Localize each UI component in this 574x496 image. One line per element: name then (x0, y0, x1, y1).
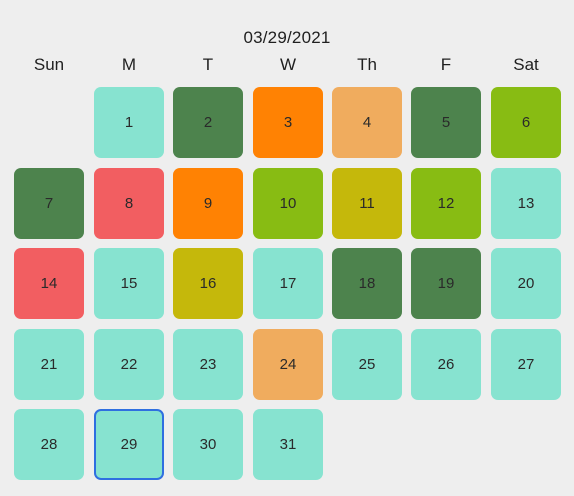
calendar-day-12[interactable]: 12 (411, 168, 481, 239)
calendar-day-21[interactable]: 21 (14, 329, 84, 400)
calendar-day-31[interactable]: 31 (253, 409, 323, 480)
calendar-day-2[interactable]: 2 (173, 87, 243, 158)
calendar-day-4[interactable]: 4 (332, 87, 402, 158)
calendar-day-22[interactable]: 22 (94, 329, 164, 400)
calendar-day-9[interactable]: 9 (173, 168, 243, 239)
calendar-day-26[interactable]: 26 (411, 329, 481, 400)
calendar-day-30[interactable]: 30 (173, 409, 243, 480)
calendar-day-15[interactable]: 15 (94, 248, 164, 319)
calendar-day-3[interactable]: 3 (253, 87, 323, 158)
calendar-day-7[interactable]: 7 (14, 168, 84, 239)
calendar-day-6[interactable]: 6 (491, 87, 561, 158)
selected-date-title: 03/29/2021 (243, 28, 331, 47)
calendar-day-17[interactable]: 17 (253, 248, 323, 319)
calendar-day-24[interactable]: 24 (253, 329, 323, 400)
calendar-day-10[interactable]: 10 (253, 168, 323, 239)
calendar-day-14[interactable]: 14 (14, 248, 84, 319)
weekday-tue: T (202, 55, 214, 74)
weekday-header-row: Sun M T W Th F Sat (10, 54, 566, 76)
calendar-day-13[interactable]: 13 (491, 168, 561, 239)
weekday-fri: F (440, 55, 452, 74)
calendar-day-20[interactable]: 20 (491, 248, 561, 319)
weekday-sun: Sun (33, 55, 65, 74)
weekday-mon: M (121, 55, 137, 74)
calendar-day-11[interactable]: 11 (332, 168, 402, 239)
calendar-day-18[interactable]: 18 (332, 248, 402, 319)
calendar-day-27[interactable]: 27 (491, 329, 561, 400)
weekday-wed: W (279, 55, 297, 74)
weekday-thu: Th (357, 55, 377, 74)
calendar-day-28[interactable]: 28 (14, 409, 84, 480)
calendar-day-1[interactable]: 1 (94, 87, 164, 158)
calendar-day-8[interactable]: 8 (94, 168, 164, 239)
calendar-day-25[interactable]: 25 (332, 329, 402, 400)
calendar-day-29[interactable]: 29 (94, 409, 164, 480)
calendar-day-19[interactable]: 19 (411, 248, 481, 319)
calendar-day-16[interactable]: 16 (173, 248, 243, 319)
weekday-sat: Sat (513, 55, 539, 74)
calendar-day-23[interactable]: 23 (173, 329, 243, 400)
calendar-day-5[interactable]: 5 (411, 87, 481, 158)
